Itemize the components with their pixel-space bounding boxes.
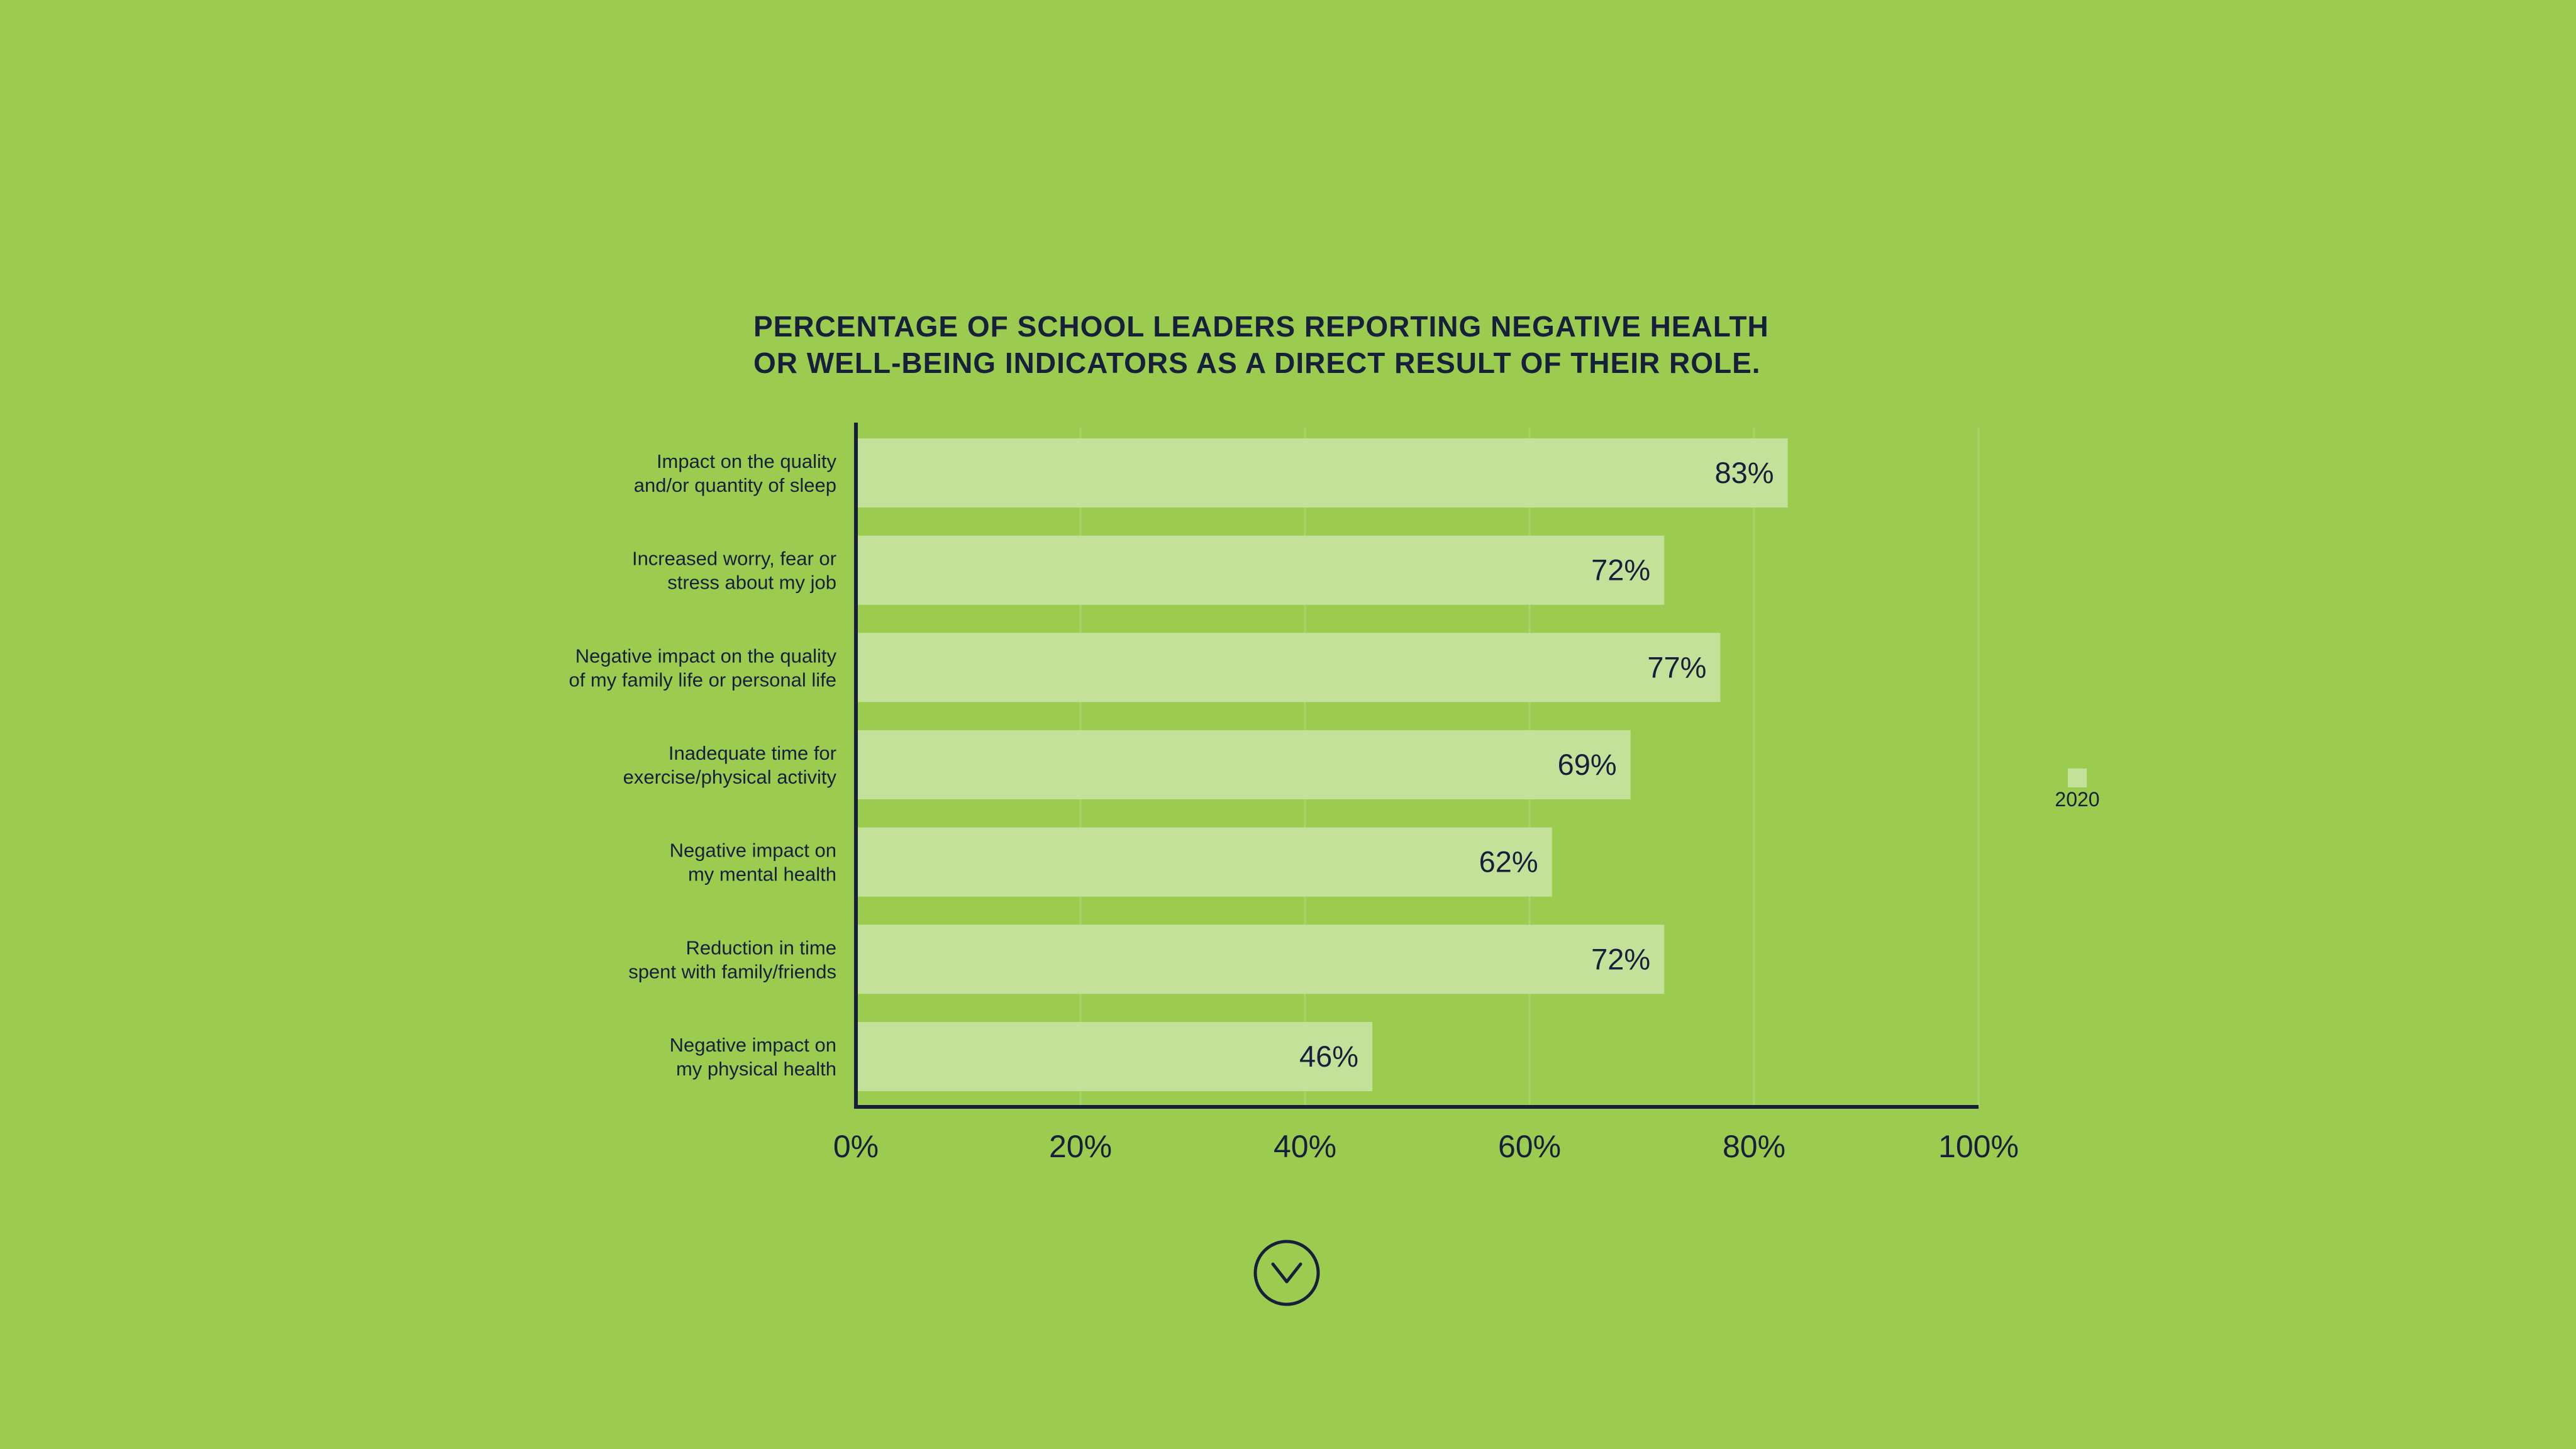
category-label: Negative impact on the quality: [575, 645, 837, 667]
chart-title: PERCENTAGE OF SCHOOL LEADERS REPORTING N…: [753, 310, 1769, 379]
category-label: Inadequate time for: [669, 742, 836, 764]
bar: [856, 438, 1788, 508]
x-tick-label: 100%: [1938, 1129, 2019, 1164]
bar: [856, 1022, 1373, 1092]
x-tick-label: 20%: [1049, 1129, 1112, 1164]
chevron-down-icon: [1271, 1262, 1302, 1284]
category-label: spent with family/friends: [628, 960, 836, 982]
category-label: Reduction in time: [686, 936, 836, 958]
chart-title-line-2: OR WELL-BEING INDICATORS AS A DIRECT RES…: [753, 347, 1761, 379]
category-label: and/or quantity of sleep: [634, 474, 836, 496]
category-label: my mental health: [688, 863, 836, 886]
category-label: Negative impact on: [670, 840, 836, 862]
category-label: my physical health: [676, 1058, 836, 1080]
bar: [856, 827, 1552, 897]
category-label: Impact on the quality: [657, 450, 837, 472]
scroll-down-button[interactable]: [1253, 1240, 1320, 1306]
legend-label-2020: 2020: [2055, 788, 2099, 811]
chart-title-line-1: PERCENTAGE OF SCHOOL LEADERS REPORTING N…: [753, 310, 1769, 343]
x-tick-label: 0%: [833, 1129, 879, 1164]
category-label: Increased worry, fear or: [632, 548, 836, 570]
category-label: exercise/physical activity: [623, 766, 837, 788]
bar-value-label: 62%: [1479, 845, 1538, 879]
x-tick-labels: 0% 20% 40% 60% 80% 100%: [833, 1129, 2019, 1164]
bar-value-label: 46%: [1299, 1040, 1358, 1073]
bar-value-label: 69%: [1558, 748, 1617, 781]
legend-swatch-2020: [2068, 769, 2087, 787]
category-label: of my family life or personal life: [569, 669, 836, 691]
legend: 2020: [2055, 769, 2100, 811]
bar-value-label: 83%: [1714, 456, 1774, 489]
bar: [856, 535, 1665, 605]
x-tick-label: 80%: [1723, 1129, 1785, 1164]
bar: [856, 730, 1631, 800]
axes: [854, 423, 1979, 1109]
bar: [856, 633, 1721, 702]
bar-value-label: 72%: [1591, 553, 1650, 587]
category-label: Negative impact on: [670, 1034, 836, 1056]
bar-value-label: 72%: [1591, 942, 1650, 975]
bar: [856, 924, 1665, 994]
bar-value-label: 77%: [1647, 650, 1706, 684]
bars: [856, 438, 1788, 1092]
scroll-button-circle: [1253, 1240, 1320, 1306]
category-label: stress about my job: [667, 572, 836, 594]
bar-value-labels: 83% 72% 77% 69% 62% 72% 46%: [1299, 456, 1774, 1073]
x-tick-label: 40%: [1274, 1129, 1336, 1164]
x-tick-label: 60%: [1498, 1129, 1561, 1164]
